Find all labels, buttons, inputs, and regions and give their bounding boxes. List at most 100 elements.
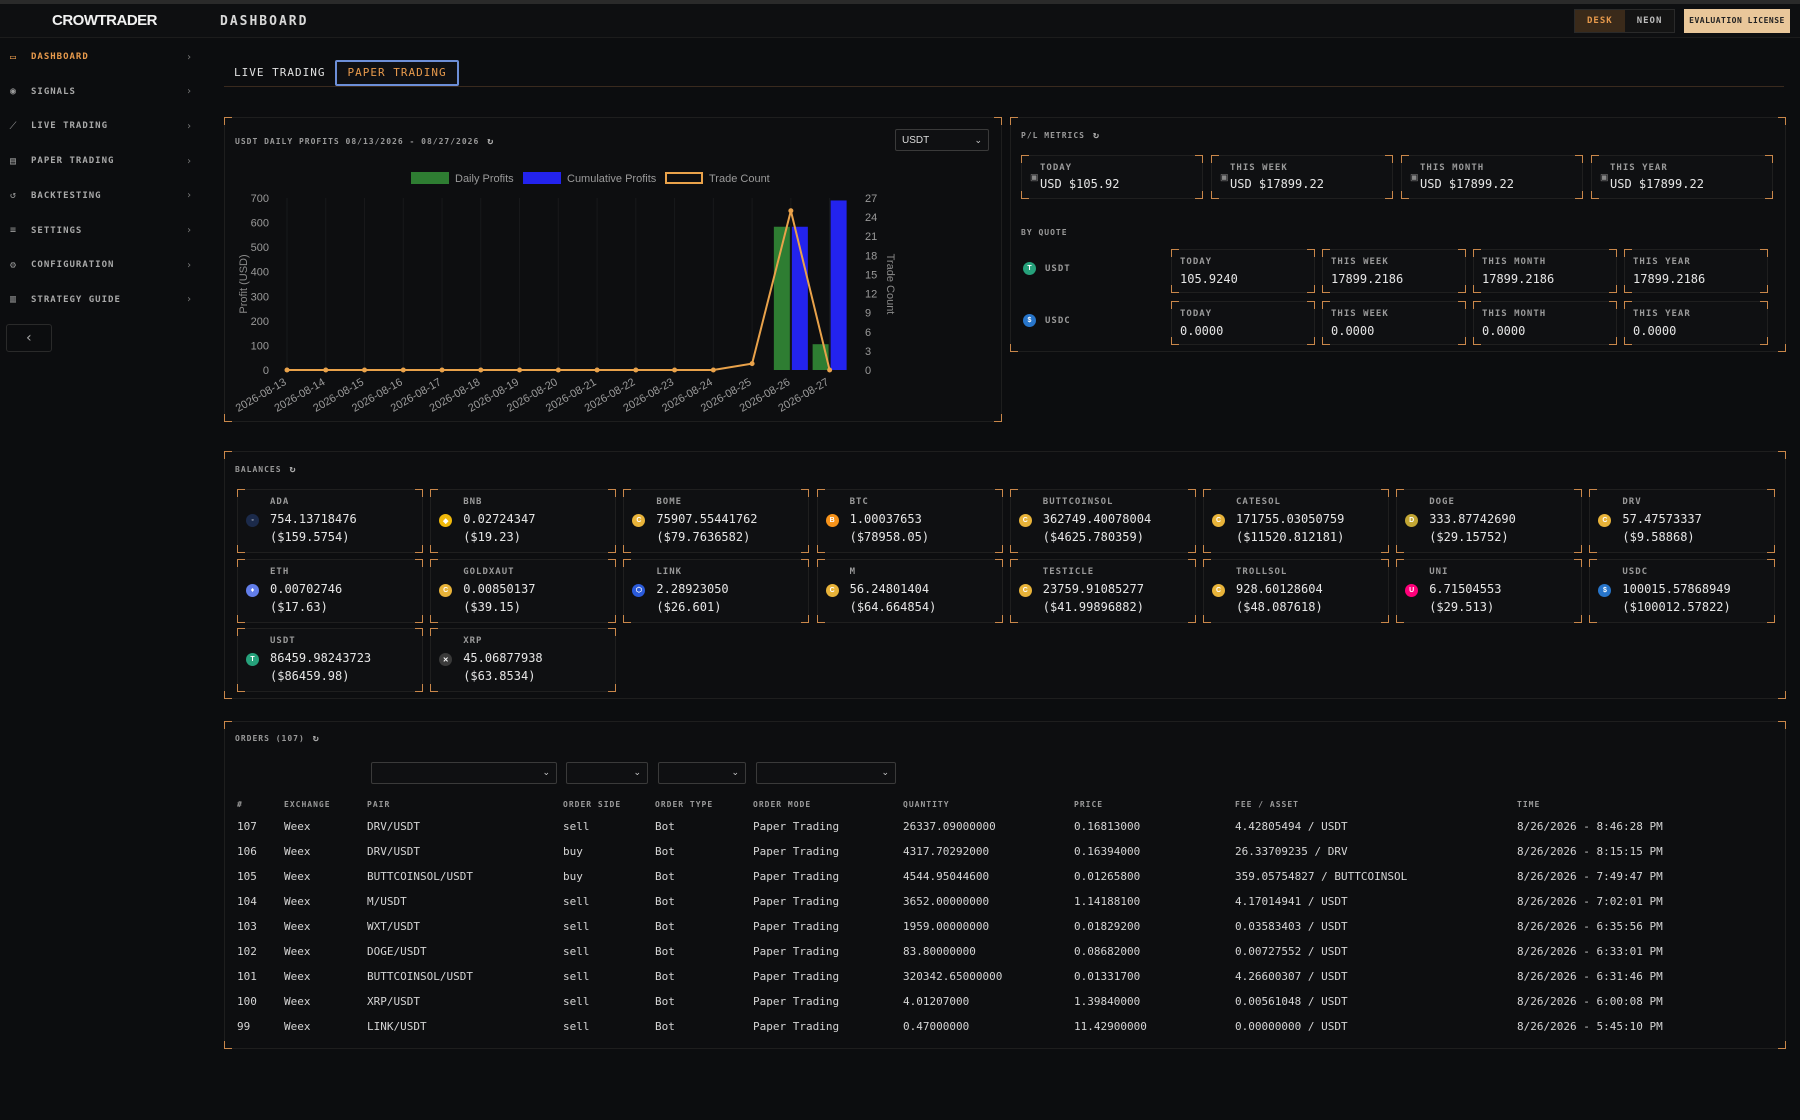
refresh-icon[interactable]: ↻ bbox=[312, 733, 320, 744]
y2-tick-label: 18 bbox=[865, 250, 877, 262]
sidebar-item-strategy-guide[interactable]: ▥ STRATEGY GUIDE › bbox=[0, 283, 200, 317]
sidebar-item-configuration[interactable]: ⚙ CONFIGURATION › bbox=[0, 248, 200, 282]
orders-cell: 4544.95044600 bbox=[903, 870, 990, 883]
top-bar: CROWTRADER DASHBOARD DESK NEON EVALUATIO… bbox=[0, 4, 1800, 38]
quote-metric-cell: THIS WEEK 17899.2186 bbox=[1322, 249, 1466, 293]
refresh-icon[interactable]: ↻ bbox=[487, 136, 495, 147]
theme-desk-button[interactable]: DESK bbox=[1575, 10, 1625, 32]
table-row[interactable]: 107 Weex DRV/USDT sell Bot Paper Trading 26337… bbox=[237, 814, 1687, 839]
orders-cell: Bot bbox=[655, 870, 675, 883]
chevron-right-icon: › bbox=[186, 51, 193, 63]
table-row[interactable]: 103 Weex WXT/USDT sell Bot Paper Trading 1959.… bbox=[237, 914, 1687, 939]
quote-select[interactable]: USDT ⌄ bbox=[895, 129, 989, 151]
quote-metric-label: THIS MONTH bbox=[1482, 309, 1547, 319]
table-row[interactable]: 100 Weex XRP/USDT sell Bot Paper Trading 4.012… bbox=[237, 989, 1687, 1014]
legend-entry[interactable]: Daily Profits bbox=[411, 172, 514, 185]
table-row[interactable]: 101 Weex BUTTCOINSOL/USDT sell Bot Paper Trad… bbox=[237, 964, 1687, 989]
orders-column-header: # bbox=[237, 799, 243, 809]
orders-cell: Paper Trading bbox=[753, 1020, 840, 1033]
balance-card-xrp: ✕ XRP 45.06877938 ($63.8534) bbox=[430, 628, 617, 692]
orders-panel: ORDERS (107) ↻ ⌄ ⌄ ⌄ ⌄ # EXCHANGE PAIR ORDE… bbox=[224, 721, 1786, 1049]
balance-symbol: M bbox=[849, 566, 857, 577]
goldxaut-coin-icon: C bbox=[439, 583, 453, 597]
collapse-sidebar-button[interactable]: ‹ bbox=[6, 324, 52, 352]
sidebar-item-signals[interactable]: ◉ SIGNALS › bbox=[0, 75, 200, 109]
orders-cell: Paper Trading bbox=[753, 845, 840, 858]
orders-cell: Bot bbox=[655, 970, 675, 983]
orders-cell: Paper Trading bbox=[753, 970, 840, 983]
legend-entry[interactable]: Cumulative Profits bbox=[523, 172, 657, 185]
orders-cell: WXT/USDT bbox=[367, 920, 420, 933]
table-row[interactable]: 104 Weex M/USDT sell Bot Paper Trading 3652.00… bbox=[237, 889, 1687, 914]
sidebar-item-live-trading[interactable]: ⟋ LIVE TRADING › bbox=[0, 109, 200, 143]
balance-quantity: 928.60128604 bbox=[1236, 581, 1323, 596]
orders-cell: sell bbox=[563, 945, 590, 958]
evaluation-license-button[interactable]: EVALUATION LICENSE bbox=[1684, 9, 1790, 33]
table-row[interactable]: 105 Weex BUTTCOINSOL/USDT buy Bot Paper Tradi… bbox=[237, 864, 1687, 889]
table-row[interactable]: 102 Weex DOGE/USDT sell Bot Paper Trading 83.8… bbox=[237, 939, 1687, 964]
balance-quantity: 2.28923050 bbox=[656, 581, 729, 596]
sidebar-item-paper-trading[interactable]: ▤ PAPER TRADING › bbox=[0, 144, 200, 178]
theme-neon-button[interactable]: NEON bbox=[1624, 10, 1675, 32]
chevron-down-icon: ⌄ bbox=[974, 134, 982, 145]
tab-live-trading[interactable]: LIVE TRADING bbox=[234, 66, 326, 79]
orders-cell: 8/26/2026 - 6:31:46 PM bbox=[1517, 970, 1663, 983]
quote-metric-value: 0.0000 bbox=[1180, 324, 1224, 338]
legend-label: Cumulative Profits bbox=[567, 173, 657, 185]
chevron-right-icon: › bbox=[186, 259, 193, 271]
table-row[interactable]: 99 Weex LINK/USDT sell Bot Paper Trading 0.470… bbox=[237, 1014, 1687, 1039]
orders-cell: 8/26/2026 - 6:35:56 PM bbox=[1517, 920, 1663, 933]
order-side-filter-select[interactable]: ⌄ bbox=[566, 762, 648, 784]
legend-entry[interactable]: Trade Count bbox=[665, 172, 770, 185]
chevron-right-icon: › bbox=[186, 120, 193, 132]
orders-cell: 0.00561048 / USDT bbox=[1235, 995, 1348, 1008]
pair-filter-select[interactable]: ⌄ bbox=[371, 762, 557, 784]
orders-cell: buy bbox=[563, 870, 583, 883]
sidebar-item-settings[interactable]: ≡ SETTINGS › bbox=[0, 214, 200, 248]
y2-tick-label: 6 bbox=[865, 327, 871, 339]
tab-divider bbox=[224, 86, 1784, 87]
orders-cell: 8/26/2026 - 5:45:10 PM bbox=[1517, 1020, 1663, 1033]
orders-cell: 4.17014941 / USDT bbox=[1235, 895, 1348, 908]
refresh-icon[interactable]: ↻ bbox=[1092, 130, 1101, 141]
orders-cell: Weex bbox=[284, 945, 311, 958]
orders-cell: 1.39840000 bbox=[1074, 995, 1141, 1008]
orders-cell: Bot bbox=[655, 895, 675, 908]
orders-cell: 106 bbox=[237, 845, 257, 858]
orders-column-header: ORDER TYPE bbox=[655, 799, 714, 809]
balance-quantity: 6.71504553 bbox=[1429, 581, 1502, 596]
orders-cell: 100 bbox=[237, 995, 257, 1008]
balance-usd-value: ($4625.780359) bbox=[1042, 530, 1144, 544]
pl-card-value: USD $17899.22 bbox=[1230, 177, 1324, 191]
balance-card-buttcoinsol: C BUTTCOINSOL 362749.40078004 ($4625.780359… bbox=[1009, 489, 1196, 553]
balance-symbol: ETH bbox=[270, 566, 290, 577]
balance-usd-value: ($9.58868) bbox=[1622, 530, 1695, 544]
quote-metric-label: THIS YEAR bbox=[1633, 257, 1691, 267]
pl-card-this-week: ▣ THIS WEEK USD $17899.22 bbox=[1211, 155, 1393, 199]
orders-cell: buy bbox=[563, 845, 583, 858]
y-tick-label: 400 bbox=[251, 267, 269, 279]
refresh-icon[interactable]: ↻ bbox=[289, 464, 297, 475]
sidebar-item-dashboard[interactable]: ▭ DASHBOARD › bbox=[0, 40, 200, 74]
order-mode-filter-select[interactable]: ⌄ bbox=[756, 762, 896, 784]
orders-cell: Weex bbox=[284, 920, 311, 933]
trade-count-point bbox=[284, 367, 290, 373]
catesol-coin-icon: C bbox=[1212, 514, 1225, 527]
orders-cell: Bot bbox=[655, 1020, 675, 1033]
orders-cell: 0.01331700 bbox=[1074, 970, 1141, 983]
orders-header-row: # EXCHANGE PAIR ORDER SIDE ORDER TYPE ORDER M… bbox=[237, 794, 1687, 814]
sidebar-item-label: CONFIGURATION bbox=[31, 260, 115, 271]
quote-metric-cell: THIS YEAR 0.0000 bbox=[1624, 301, 1768, 345]
sidebar-item-backtesting[interactable]: ↺ BACKTESTING › bbox=[0, 179, 200, 213]
order-type-filter-select[interactable]: ⌄ bbox=[658, 762, 746, 784]
balance-quantity: 23759.91085277 bbox=[1042, 581, 1144, 596]
orders-table: # EXCHANGE PAIR ORDER SIDE ORDER TYPE ORDER M… bbox=[237, 794, 1687, 1039]
balance-symbol: DRV bbox=[1622, 497, 1642, 507]
calendar-icon: ▣ bbox=[1410, 172, 1419, 182]
orders-cell: DOGE/USDT bbox=[367, 945, 427, 958]
y2-tick-label: 12 bbox=[865, 289, 877, 301]
y2-tick-label: 24 bbox=[865, 212, 877, 224]
table-row[interactable]: 106 Weex DRV/USDT buy Bot Paper Trading 4317.7… bbox=[237, 839, 1687, 864]
tab-paper-trading[interactable]: PAPER TRADING bbox=[335, 60, 459, 86]
orders-cell: Paper Trading bbox=[753, 820, 840, 833]
